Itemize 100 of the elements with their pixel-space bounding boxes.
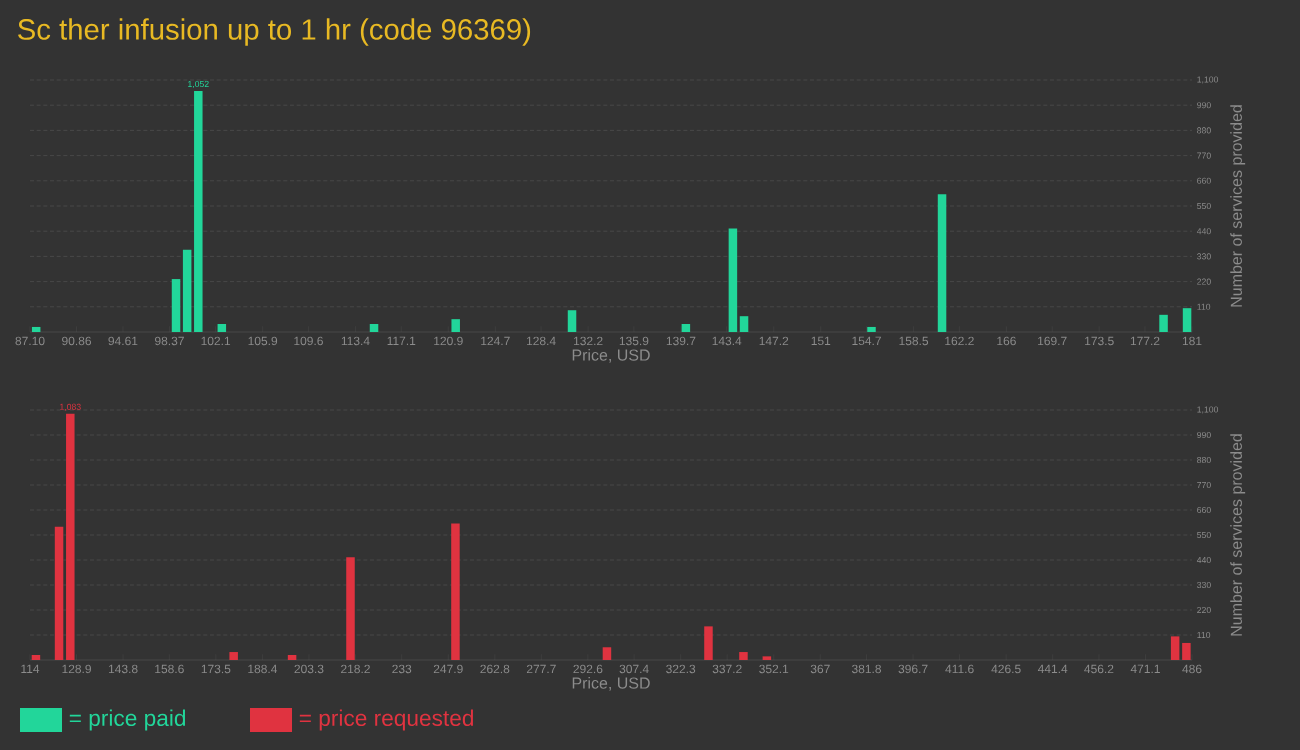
x-tick-label: 87.10 [15, 336, 45, 346]
x-tick-label: 147.2 [759, 336, 789, 346]
x-tick-label: 471.1 [1130, 664, 1160, 673]
x-tick-label: 292.6 [573, 664, 603, 674]
bar [1182, 642, 1191, 660]
bar [1159, 314, 1168, 332]
x-tick-label: 143.4 [712, 336, 742, 346]
bar [171, 279, 181, 332]
x-tick-label: 109.6 [294, 336, 323, 346]
x-tick-label: 486 [1182, 664, 1202, 674]
bar [217, 323, 227, 332]
bar [867, 326, 876, 332]
y-tick-label: 880 [1197, 127, 1211, 134]
x-axis-title: Price, USD [572, 677, 650, 691]
y-axis-title: Number of services provided [1230, 434, 1246, 636]
x-tick-label: 128.4 [526, 336, 556, 346]
x-tick-label: 411.6 [945, 664, 974, 674]
x-tick-label: 173.5 [201, 664, 231, 674]
x-tick-label: 337.2 [712, 664, 742, 674]
bar [31, 326, 41, 332]
x-tick-label: 162.2 [945, 336, 974, 346]
bar [567, 310, 577, 332]
bar [229, 652, 238, 660]
x-tick-label: 120.9 [434, 336, 463, 346]
x-tick-label: 158.5 [899, 336, 929, 346]
x-tick-label: 181 [1182, 336, 1202, 346]
bar [739, 316, 749, 332]
y-tick-label: 880 [1197, 456, 1211, 464]
bar [451, 523, 460, 660]
x-tick-label: 396.7 [898, 664, 928, 674]
x-tick-label: 90.86 [62, 336, 92, 346]
x-tick-label: 352.1 [759, 664, 789, 674]
bar [451, 319, 460, 332]
legend-label: = price requested [299, 709, 473, 731]
x-tick-label: 381.8 [851, 664, 882, 674]
y-tick-label: 660 [1197, 177, 1211, 184]
x-tick-label: 98.37 [155, 336, 184, 346]
y-tick-label: 110 [1197, 631, 1211, 639]
bar [762, 656, 772, 660]
x-tick-label: 307.4 [619, 664, 649, 674]
bar [66, 413, 75, 660]
x-tick-label: 94.61 [108, 336, 138, 346]
bar [369, 323, 379, 332]
y-tick-label: 330 [1197, 581, 1211, 589]
x-tick-label: 113.4 [341, 336, 370, 346]
x-tick-label: 233 [392, 664, 412, 674]
y-tick-label: 1,100 [1197, 76, 1219, 84]
y-tick-label: 990 [1197, 431, 1211, 439]
x-tick-label: 166 [997, 336, 1016, 346]
y-tick-label: 330 [1197, 253, 1211, 260]
y-tick-label: 110 [1197, 303, 1211, 310]
bar [182, 249, 192, 332]
x-tick-label: 135.9 [619, 336, 649, 346]
x-tick-label: 177.2 [1130, 336, 1160, 346]
x-tick-label: 218.2 [341, 664, 370, 674]
x-tick-label: 139.7 [666, 336, 696, 346]
chart-title: Sc ther infusion up to 1 hr (code 96369) [18, 18, 531, 46]
y-axis-title: Number of services provided [1230, 105, 1246, 307]
y-tick-label: 770 [1197, 152, 1211, 159]
x-tick-label: 124.7 [481, 336, 510, 346]
bar [287, 655, 297, 660]
y-tick-label: 220 [1197, 606, 1211, 614]
bar [1182, 308, 1192, 332]
bar [704, 626, 713, 660]
x-tick-label: 262.8 [480, 664, 510, 674]
y-tick-label: 770 [1197, 481, 1211, 489]
x-axis-title: Price, USD [572, 349, 650, 363]
y-tick-label: 550 [1197, 531, 1211, 539]
y-tick-label: 440 [1196, 228, 1211, 235]
x-tick-label: 143.8 [108, 664, 138, 674]
x-tick-label: 151 [811, 336, 831, 346]
bar [681, 323, 691, 332]
bar [728, 228, 738, 332]
x-tick-label: 426.5 [991, 664, 1021, 674]
x-tick-label: 132.2 [574, 336, 603, 346]
bar [602, 647, 612, 660]
x-tick-label: 367 [810, 664, 830, 674]
x-tick-label: 114 [21, 664, 40, 673]
x-tick-label: 441.4 [1037, 664, 1068, 673]
x-tick-label: 456.2 [1084, 664, 1114, 674]
legend-label: = price paid [69, 709, 186, 731]
x-tick-label: 322.3 [666, 664, 696, 674]
bar [739, 652, 748, 660]
y-tick-label: 1,100 [1197, 406, 1219, 414]
y-tick-label: 440 [1196, 556, 1211, 564]
x-tick-label: 277.7 [526, 664, 556, 674]
x-tick-label: 203.3 [294, 664, 324, 674]
bar [346, 557, 355, 660]
bar [31, 655, 41, 660]
x-tick-label: 128.9 [62, 664, 91, 674]
bar [54, 526, 64, 660]
data-label: 1,052 [188, 80, 209, 89]
bar [937, 194, 947, 332]
bar [1170, 636, 1180, 660]
y-tick-label: 550 [1197, 202, 1211, 210]
x-tick-label: 173.5 [1085, 336, 1114, 346]
data-label: 1,083 [60, 403, 81, 411]
bar [194, 90, 203, 332]
x-tick-label: 247.9 [433, 664, 463, 674]
x-tick-label: 158.6 [155, 664, 184, 674]
